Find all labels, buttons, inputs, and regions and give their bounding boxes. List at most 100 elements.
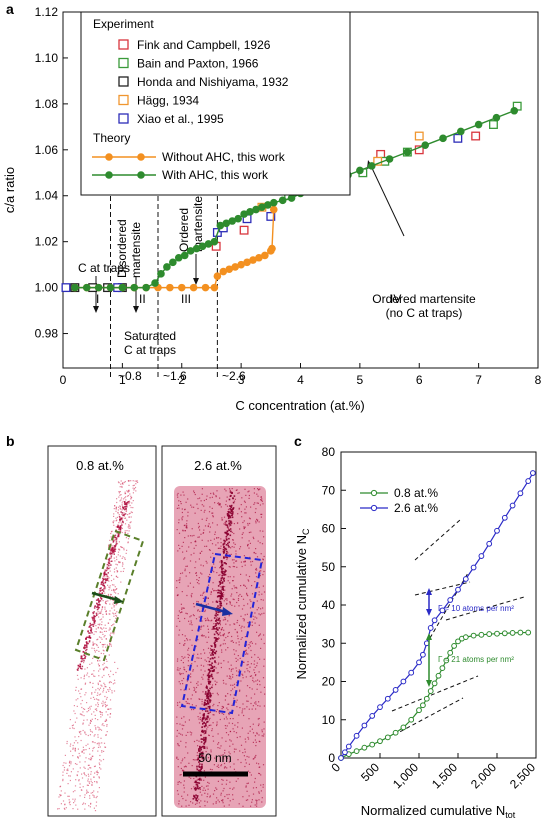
- apt-atom: [232, 788, 234, 790]
- chart-a: 0 1 2 3 4 5 6 7 80.981.001.021.041.061.081.101.1…: [2, 5, 542, 413]
- apt-atom: [231, 508, 234, 511]
- apt-atom: [117, 593, 119, 595]
- apt-atom: [210, 539, 212, 541]
- apt-atom: [200, 500, 202, 502]
- apt-atom: [179, 577, 181, 579]
- apt-atom: [190, 596, 193, 598]
- apt-atom: [182, 541, 184, 543]
- apt-atom: [118, 541, 120, 543]
- apt-atom: [94, 718, 96, 720]
- legend-marker: [118, 57, 129, 69]
- chart-c-ytick-label: 60: [322, 522, 336, 536]
- apt-atom: [102, 577, 104, 580]
- apt-atom: [241, 595, 243, 597]
- apt-atom: [74, 747, 76, 749]
- apt-atom: [92, 625, 95, 627]
- apt-atom: [231, 546, 233, 548]
- apt-atom: [124, 503, 127, 505]
- apt-atom: [225, 695, 227, 697]
- apt-atom: [203, 635, 205, 637]
- apt-atom: [216, 788, 218, 790]
- apt-atom: [91, 647, 93, 649]
- apt-atom: [237, 722, 239, 724]
- apt-atom: [213, 764, 215, 766]
- apt-atom: [108, 544, 110, 546]
- apt-atom: [109, 553, 111, 555]
- apt-atom: [250, 663, 252, 665]
- apt-atom: [59, 794, 61, 796]
- apt-atom: [92, 612, 95, 615]
- apt-atom: [87, 778, 89, 780]
- apt-atom: [253, 537, 255, 540]
- apt-atom: [106, 558, 108, 560]
- apt-atom: [76, 705, 78, 707]
- apt-atom: [222, 754, 224, 756]
- apt-atom: [231, 640, 233, 642]
- apt-atom: [260, 513, 262, 515]
- apt-atom: [248, 497, 250, 499]
- apt-atom: [107, 576, 109, 578]
- apt-atom: [70, 750, 72, 752]
- apt-atom: [216, 607, 218, 609]
- apt-atom: [180, 782, 182, 784]
- apt-atom: [205, 730, 207, 732]
- apt-atom: [120, 546, 122, 548]
- apt-atom: [235, 560, 237, 562]
- apt-atom: [188, 654, 190, 656]
- apt-atom: [93, 607, 96, 609]
- apt-atom: [202, 717, 205, 720]
- apt-atom: [211, 686, 213, 689]
- apt-atom: [208, 706, 211, 709]
- apt-atom: [105, 705, 107, 707]
- apt-atom: [130, 516, 132, 518]
- apt-atom: [108, 589, 110, 591]
- apt-atom: [211, 667, 213, 670]
- apt-atom: [212, 588, 214, 590]
- apt-atom: [196, 787, 199, 790]
- apt-atom: [176, 735, 178, 737]
- apt-atom: [257, 724, 260, 727]
- apt-atom: [120, 483, 122, 485]
- apt-atom: [201, 620, 203, 622]
- apt-atom: [210, 620, 212, 622]
- apt-atom: [103, 650, 105, 652]
- apt-atom: [261, 543, 264, 545]
- apt-atom: [227, 709, 229, 711]
- apt-atom: [184, 635, 186, 637]
- apt-atom: [112, 522, 114, 524]
- apt-atom: [219, 620, 221, 622]
- apt-atom: [247, 545, 249, 547]
- apt-atom: [207, 597, 209, 599]
- apt-atom: [250, 774, 252, 776]
- apt-atom: [72, 798, 74, 800]
- apt-atom: [215, 662, 217, 664]
- apt-atom: [212, 569, 214, 571]
- apt-atom: [101, 751, 103, 753]
- apt-atom: [109, 539, 111, 541]
- apt-atom: [249, 518, 251, 520]
- apt-atom: [231, 531, 233, 533]
- apt-atom: [252, 787, 255, 789]
- apt-atom: [238, 644, 240, 646]
- apt-atom: [262, 559, 264, 561]
- apt-atom: [218, 656, 220, 658]
- apt-atom: [105, 646, 107, 648]
- apt-atom: [95, 599, 98, 601]
- apt-atom: [256, 732, 258, 734]
- apt-atom: [233, 495, 236, 497]
- apt-atom: [93, 746, 95, 749]
- apt-atom: [182, 551, 184, 553]
- apt-atom: [95, 704, 97, 706]
- apt-atom: [228, 520, 230, 522]
- apt-atom: [113, 551, 115, 553]
- apt-atom: [259, 488, 261, 490]
- apt-atom: [176, 716, 178, 718]
- apt-atom: [118, 561, 120, 563]
- apt-atom: [84, 767, 86, 769]
- apt-atom: [93, 621, 95, 624]
- apt-atom: [95, 728, 97, 730]
- apt-atom: [75, 804, 77, 806]
- apt-atom: [245, 786, 247, 788]
- apt-atom: [215, 667, 217, 669]
- apt-atom: [131, 502, 133, 504]
